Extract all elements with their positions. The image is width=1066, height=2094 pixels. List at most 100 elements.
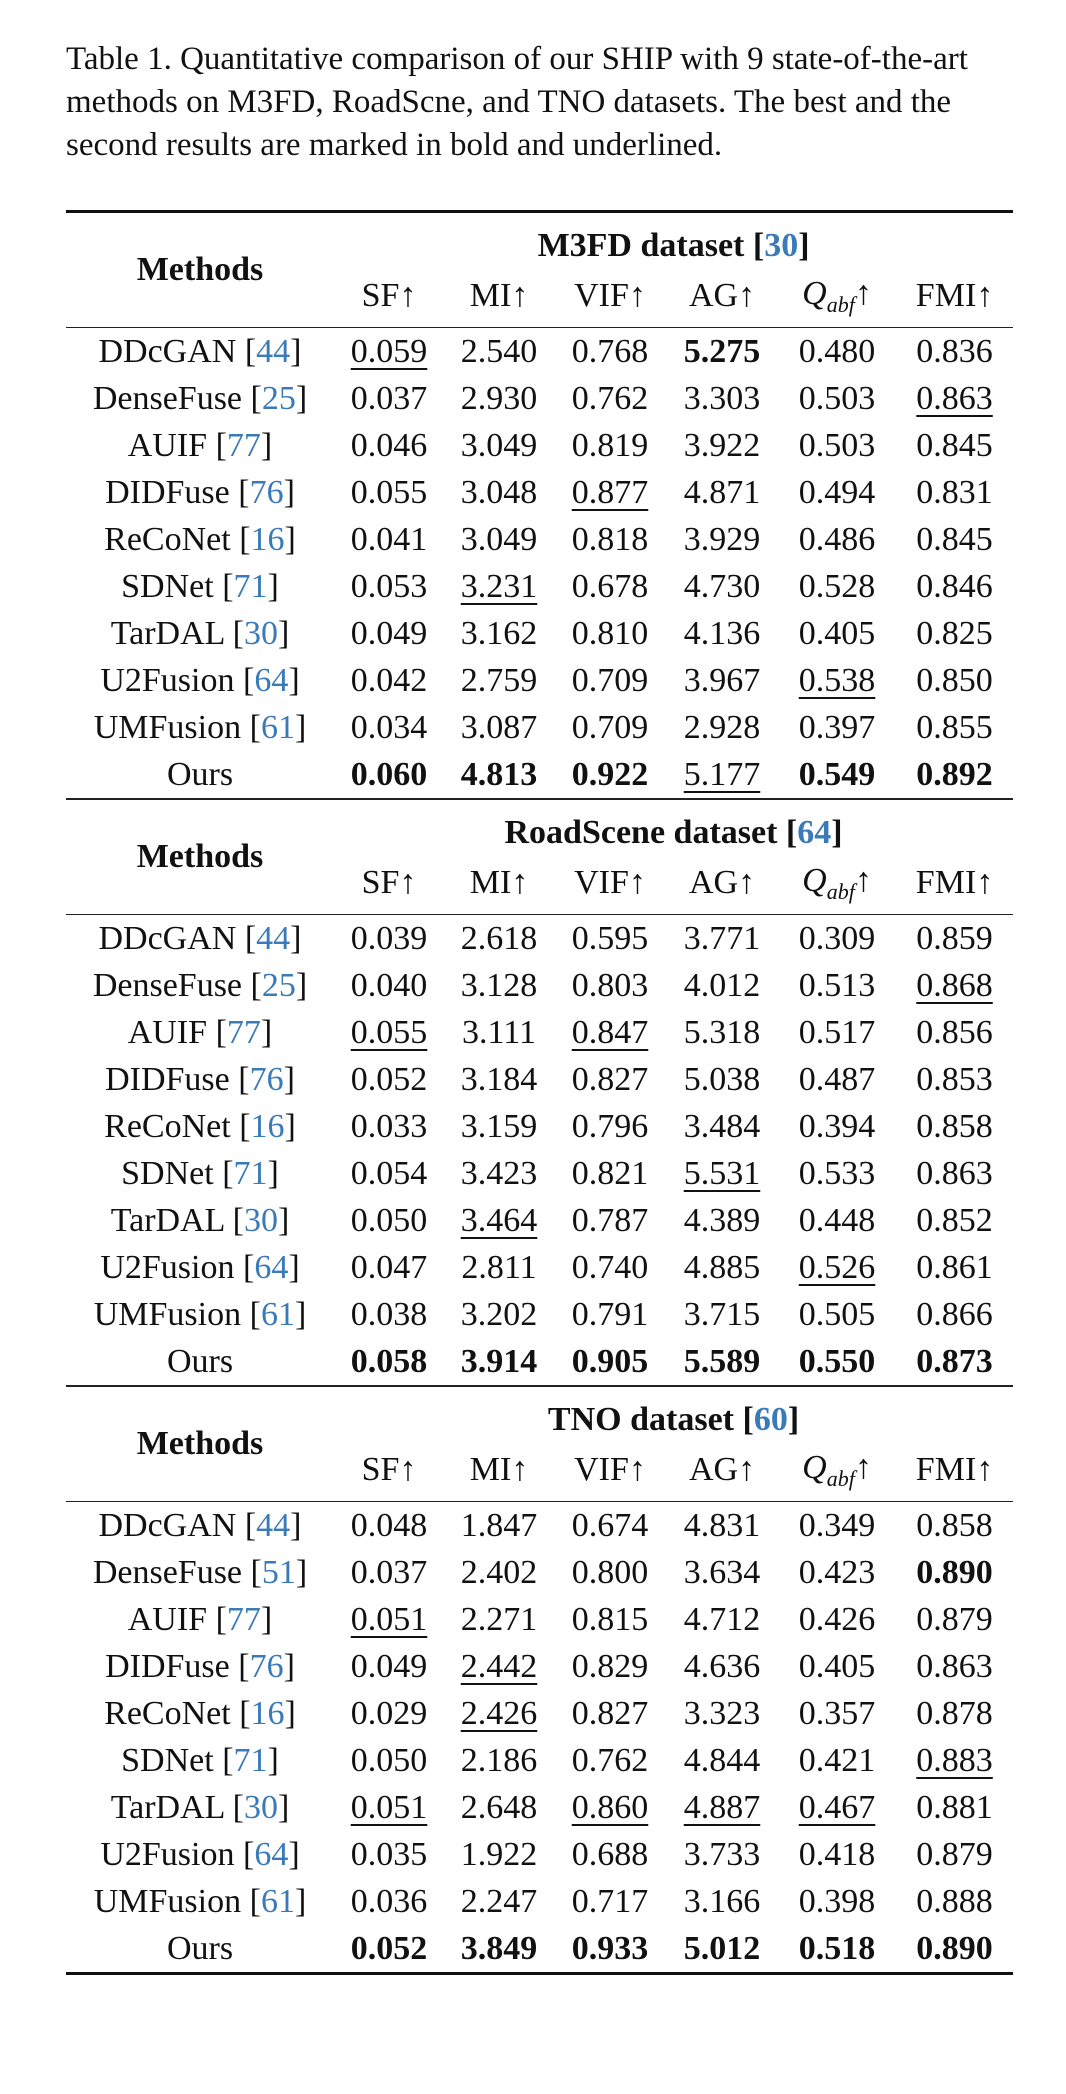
metric-cell: 3.929: [666, 516, 778, 563]
metric-value: 3.484: [683, 1107, 761, 1145]
metric-cell: 5.038: [666, 1056, 778, 1103]
metric-value: 0.819: [571, 426, 649, 464]
metric-cell: 0.873: [896, 1338, 1013, 1386]
metric-cell: 0.888: [896, 1878, 1013, 1925]
metric-cell: 0.487: [778, 1056, 896, 1103]
column-header: MI↑: [469, 1451, 529, 1488]
metric-value: 3.111: [462, 1013, 536, 1051]
metric-cell: 0.800: [554, 1549, 666, 1596]
metric-value: 0.678: [571, 567, 649, 605]
metric-value: 5.275: [683, 332, 761, 370]
column-header: VIF↑: [574, 864, 646, 901]
metric-cell: 4.136: [666, 610, 778, 657]
metric-value: 0.549: [798, 755, 876, 793]
metric-value: 1.847: [460, 1506, 538, 1544]
data-row: AUIF [77] 0.051 2.271 0.815 4.712 0.426 0.879: [66, 1596, 1013, 1643]
metric-value: 3.049: [460, 520, 538, 558]
metric-value: 0.055: [350, 473, 428, 511]
metric-cell: 0.052: [334, 1925, 444, 1974]
column-header: MI↑: [469, 277, 529, 314]
metric-cell: 0.494: [778, 469, 896, 516]
metric-value: 4.389: [683, 1201, 761, 1239]
metric-cell: 0.405: [778, 1643, 896, 1690]
column-header: SF↑: [361, 864, 417, 901]
metric-cell: 3.162: [444, 610, 554, 657]
metric-cell: 2.271: [444, 1596, 554, 1643]
metric-cell: 0.054: [334, 1150, 444, 1197]
metric-value: 0.883: [916, 1741, 993, 1779]
metric-value: 3.162: [460, 614, 538, 652]
metric-cell: 0.709: [554, 657, 666, 704]
metric-value: 0.879: [916, 1835, 993, 1873]
metric-value: 3.087: [460, 708, 538, 746]
metric-cell: 5.012: [666, 1925, 778, 1974]
metric-value: 0.815: [571, 1600, 649, 1638]
metric-cell: 0.047: [334, 1244, 444, 1291]
column-header: AG↑: [688, 1451, 756, 1488]
metric-value: 3.715: [683, 1295, 761, 1333]
method-name: U2Fusion [64]: [100, 1248, 300, 1286]
metric-cell: 0.059: [334, 328, 444, 376]
metric-cell: 3.231: [444, 563, 554, 610]
header-row: Methods TNO dataset [60]: [66, 1386, 1013, 1462]
metric-cell: 3.849: [444, 1925, 554, 1974]
method-name: DIDFuse [76]: [105, 473, 295, 511]
metric-value: 0.518: [798, 1929, 876, 1967]
metric-value: 0.922: [571, 755, 649, 793]
data-row: UMFusion [61] 0.036 2.247 0.717 3.166 0.398 0.…: [66, 1878, 1013, 1925]
metric-cell: 0.467: [778, 1784, 896, 1831]
data-row: AUIF [77] 0.046 3.049 0.819 3.922 0.503 0.845: [66, 422, 1013, 469]
metric-cell: 3.184: [444, 1056, 554, 1103]
method-name: UMFusion [61]: [93, 1295, 307, 1333]
table-section: Methods TNO dataset [60] SF↑ MI↑ VIF↑ AG↑ Qabf…: [66, 1386, 1014, 1974]
metric-cell: 0.526: [778, 1244, 896, 1291]
metric-cell: 4.844: [666, 1737, 778, 1784]
metric-cell: 0.877: [554, 469, 666, 516]
metric-cell: 0.815: [554, 1596, 666, 1643]
metric-value: 0.423: [798, 1553, 876, 1591]
metric-cell: 3.166: [666, 1878, 778, 1925]
metric-cell: 0.518: [778, 1925, 896, 1974]
metric-cell: 3.128: [444, 962, 554, 1009]
metric-value: 0.863: [916, 379, 993, 417]
metric-value: 0.040: [350, 966, 428, 1004]
metric-cell: 0.040: [334, 962, 444, 1009]
method-name: AUIF [77]: [127, 426, 273, 464]
metric-cell: 0.550: [778, 1338, 896, 1386]
metric-value: 0.418: [798, 1835, 876, 1873]
data-row: TarDAL [30] 0.051 2.648 0.860 4.887 0.467 0.88…: [66, 1784, 1013, 1831]
metric-value: 3.849: [460, 1929, 538, 1967]
data-row: U2Fusion [64] 0.042 2.759 0.709 3.967 0.538 0.…: [66, 657, 1013, 704]
metric-cell: 0.397: [778, 704, 896, 751]
metric-cell: 0.505: [778, 1291, 896, 1338]
metric-value: 3.049: [460, 426, 538, 464]
metric-cell: 0.049: [334, 1643, 444, 1690]
metric-value: 0.397: [798, 708, 876, 746]
data-row: DIDFuse [76] 0.052 3.184 0.827 5.038 0.487 0.8…: [66, 1056, 1013, 1103]
metric-value: 0.674: [571, 1506, 649, 1544]
metric-cell: 3.049: [444, 516, 554, 563]
metric-cell: 3.634: [666, 1549, 778, 1596]
metric-value: 0.877: [571, 473, 649, 511]
metric-value: 0.486: [798, 520, 876, 558]
metric-cell: 0.426: [778, 1596, 896, 1643]
metric-cell: 0.845: [896, 422, 1013, 469]
metric-value: 1.922: [460, 1835, 538, 1873]
metric-value: 0.845: [916, 520, 993, 558]
metric-cell: 3.914: [444, 1338, 554, 1386]
method-name: Ours: [166, 1342, 234, 1380]
column-header: Qabf↑: [778, 1439, 896, 1502]
metric-value: 0.855: [916, 708, 993, 746]
metric-value: 0.827: [571, 1060, 649, 1098]
metric-cell: 0.549: [778, 751, 896, 799]
metric-value: 5.012: [683, 1929, 761, 1967]
metric-value: 0.037: [350, 1553, 428, 1591]
metric-value: 0.787: [571, 1201, 649, 1239]
metric-value: 0.868: [916, 966, 993, 1004]
metric-cell: 0.866: [896, 1291, 1013, 1338]
metric-value: 0.717: [571, 1882, 649, 1920]
metric-value: 0.421: [798, 1741, 876, 1779]
metric-value: 0.533: [798, 1154, 876, 1192]
metric-cell: 5.589: [666, 1338, 778, 1386]
metric-value: 2.426: [460, 1694, 538, 1732]
